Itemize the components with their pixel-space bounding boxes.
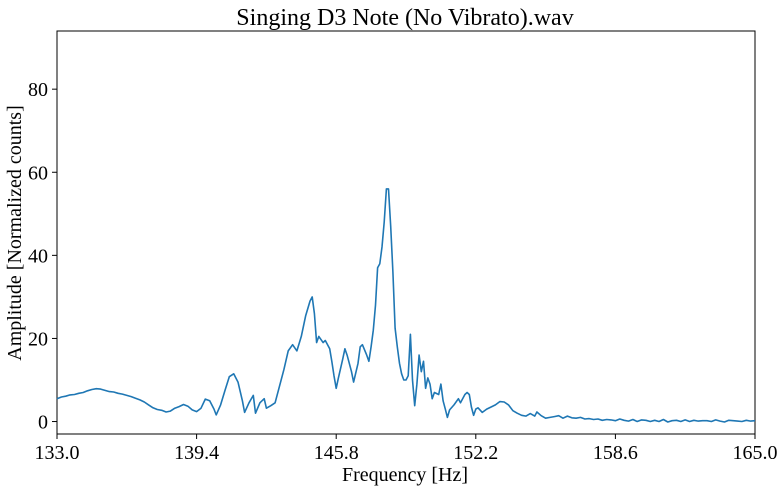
x-tick-label: 158.6	[593, 442, 638, 464]
plot-frame	[56, 30, 756, 435]
x-tick-label: 145.8	[314, 442, 359, 464]
series-line	[56, 188, 756, 423]
chart-title: Singing D3 Note (No Vibrato).wav	[236, 5, 573, 31]
x-tick-label: 165.0	[733, 442, 778, 464]
plot-area: 133.0 139.4 145.8 152.2 158.6 165.0 0 20 40 60 80	[28, 30, 778, 464]
y-axis-label: Amplitude [Normalized counts]	[4, 105, 26, 361]
y-tick-label: 0	[38, 412, 48, 434]
x-axis-label: Frequency [Hz]	[342, 464, 468, 486]
x-axis: 133.0 139.4 145.8 152.2 158.6 165.0	[35, 434, 778, 464]
y-tick-label: 20	[28, 328, 48, 350]
x-tick-label: 152.2	[453, 442, 498, 464]
x-tick-label: 133.0	[35, 442, 80, 464]
x-tick-label: 139.4	[174, 442, 219, 464]
y-tick-label: 80	[28, 79, 48, 101]
y-tick-label: 60	[28, 162, 48, 184]
y-axis: 0 20 40 60 80	[28, 79, 57, 434]
y-tick-label: 40	[28, 245, 48, 267]
